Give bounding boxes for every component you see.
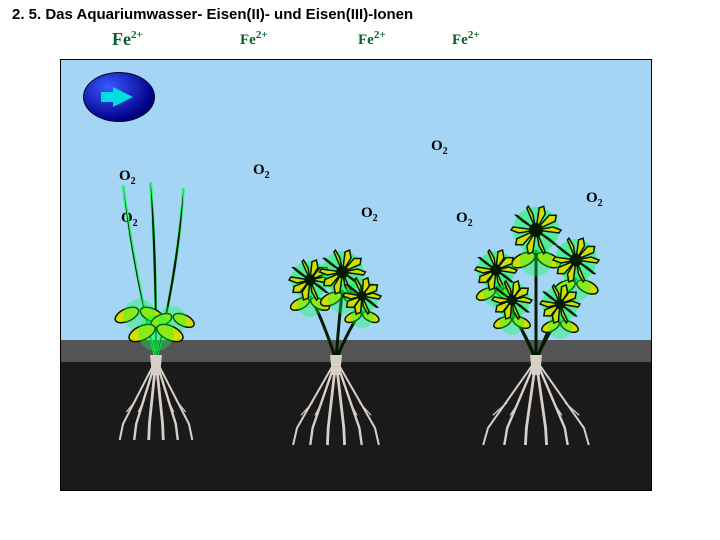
arrow-right-icon (113, 87, 133, 107)
aquarium-box: O2O2O2O2O2O2O2 (60, 59, 652, 491)
section-title: 2. 5. Das Aquariumwasser- Eisen(II)- und… (0, 0, 720, 29)
aquarium-plant (456, 160, 616, 450)
aquarium-plant (271, 200, 401, 450)
aquarium-plant (101, 180, 211, 450)
fe-ion-label: Fe2+ (240, 29, 268, 49)
fe-ion-label: Fe2+ (358, 29, 386, 49)
fe-label-row: Fe2+ Fe2+ Fe2+ Fe2+ (60, 29, 700, 59)
fe-ion-label: Fe2+ (112, 29, 143, 50)
aquarium-diagram: Fe2+Fe2+Fe2+Fe2+ O2O2O2O2O2O2O2 (60, 29, 700, 519)
o2-label: O2 (253, 162, 270, 181)
fe-ion-label: Fe2+ (452, 29, 480, 49)
o2-label: O2 (431, 138, 448, 157)
nav-arrow-button[interactable] (83, 72, 155, 122)
